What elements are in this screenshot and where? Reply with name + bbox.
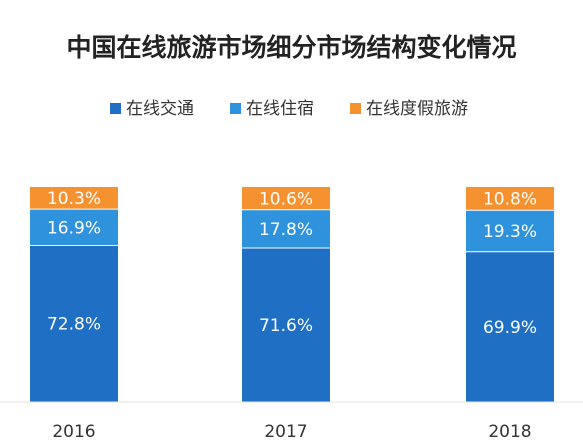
bar-stack-2017: 71.6% 17.8% 10.6% (242, 187, 330, 402)
bar-segment-vacation-2016 (30, 187, 118, 210)
legend-swatch-vacation (350, 103, 361, 114)
bar-stack-2016: 72.8% 16.9% 10.3% (30, 187, 118, 402)
bar-segment-lodging-2016 (30, 209, 118, 246)
data-label-transport-2016: 72.8% (47, 315, 101, 335)
legend-item-lodging: 在线住宿 (230, 99, 314, 119)
x-tick-label-2018: 2018 (488, 422, 531, 442)
bar-segment-vacation-2018 (466, 187, 554, 211)
x-tick-label-2016: 2016 (52, 422, 95, 442)
data-label-vacation-2016: 10.3% (47, 189, 101, 209)
data-label-transport-2017: 71.6% (259, 316, 313, 336)
data-label-lodging-2018: 19.3% (483, 222, 537, 242)
data-label-transport-2018: 69.9% (483, 318, 537, 338)
bar-segment-transport-2017 (242, 248, 330, 402)
data-label-lodging-2017: 17.8% (259, 220, 313, 240)
legend-swatch-transport (110, 103, 121, 114)
data-label-lodging-2016: 16.9% (47, 218, 101, 238)
bar-segment-vacation-2017 (242, 187, 330, 210)
legend-label-vacation: 在线度假旅游 (366, 99, 468, 119)
x-axis-ticks: 2016 2017 2018 (52, 422, 531, 442)
bar-segment-transport-2018 (466, 251, 554, 402)
legend-item-vacation: 在线度假旅游 (350, 99, 468, 119)
data-label-vacation-2017: 10.6% (259, 189, 313, 209)
bar-segment-transport-2016 (30, 245, 118, 402)
x-tick-label-2017: 2017 (264, 422, 307, 442)
bars: 72.8% 16.9% 10.3% 71.6% 17.8% 10.6% 69.9% 19.3%… (30, 187, 554, 402)
legend: 在线交通 在线住宿 在线度假旅游 (110, 99, 468, 119)
chart-title: 中国在线旅游市场细分市场结构变化情况 (66, 33, 516, 62)
legend-label-transport: 在线交通 (126, 99, 194, 119)
bar-segment-lodging-2018 (466, 210, 554, 252)
legend-item-transport: 在线交通 (110, 99, 194, 119)
legend-label-lodging: 在线住宿 (246, 99, 314, 119)
bar-segment-lodging-2017 (242, 209, 330, 249)
legend-swatch-lodging (230, 103, 241, 114)
data-label-vacation-2018: 10.8% (483, 190, 537, 210)
bar-stack-2018: 69.9% 19.3% 10.8% (466, 187, 554, 402)
